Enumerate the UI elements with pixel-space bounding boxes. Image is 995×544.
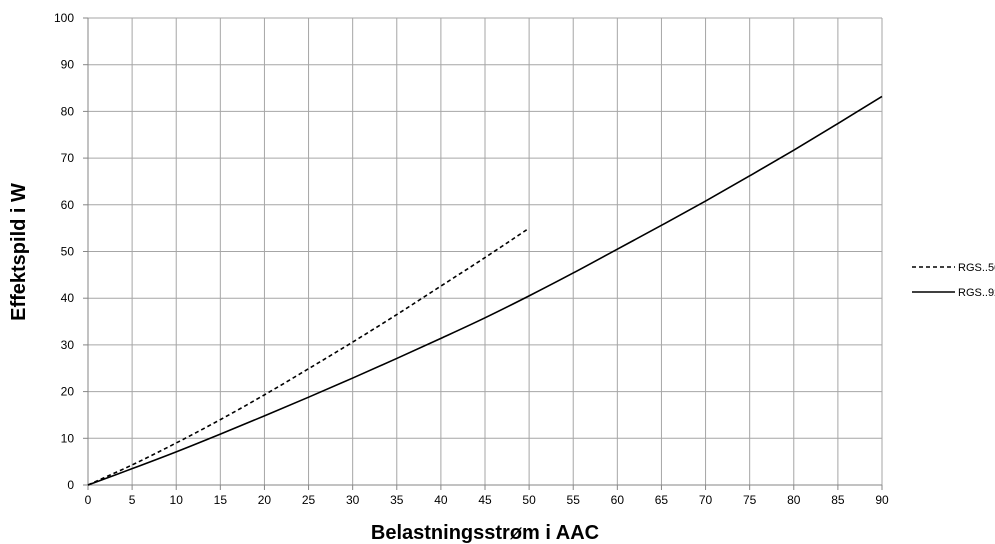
y-tick-label: 70 bbox=[61, 151, 75, 165]
x-tick-label: 5 bbox=[129, 493, 136, 507]
x-tick-label: 50 bbox=[522, 493, 536, 507]
legend-label: RGS..92 bbox=[958, 287, 995, 299]
x-tick-label: 0 bbox=[85, 493, 92, 507]
x-tick-label: 85 bbox=[831, 493, 845, 507]
x-tick-label: 30 bbox=[346, 493, 360, 507]
y-tick-label: 90 bbox=[61, 58, 75, 72]
y-axis: 0 10 20 30 40 50 60 70 80 90 100 bbox=[54, 11, 89, 492]
legend-label: RGS..50 bbox=[958, 262, 995, 274]
x-tick-label: 20 bbox=[258, 493, 272, 507]
x-tick-label: 35 bbox=[390, 493, 404, 507]
y-tick-label: 20 bbox=[61, 385, 75, 399]
x-tick-label: 40 bbox=[434, 493, 448, 507]
y-tick-label: 60 bbox=[61, 198, 75, 212]
legend: RGS..50 RGS..92 bbox=[912, 262, 995, 299]
x-tick-label: 60 bbox=[611, 493, 625, 507]
y-tick-label: 0 bbox=[67, 478, 74, 492]
x-tick-label: 10 bbox=[170, 493, 184, 507]
series-line-rgs-50 bbox=[87, 227, 530, 486]
series-line-rgs-92 bbox=[87, 95, 883, 486]
x-tick-label: 70 bbox=[699, 493, 713, 507]
y-tick-label: 10 bbox=[61, 431, 75, 445]
y-tick-label: 40 bbox=[61, 291, 75, 305]
grid bbox=[87, 17, 883, 486]
x-tick-label: 90 bbox=[875, 493, 889, 507]
y-tick-label: 50 bbox=[61, 245, 75, 259]
x-tick-label: 75 bbox=[743, 493, 757, 507]
x-tick-label: 15 bbox=[214, 493, 228, 507]
x-axis-title: Belastningsstrøm i AAC bbox=[371, 522, 599, 544]
x-axis: 0 5 10 15 20 25 30 35 40 45 50 55 60 65 70 75 80 85 90 bbox=[85, 484, 889, 507]
x-tick-label: 55 bbox=[567, 493, 581, 507]
x-tick-label: 65 bbox=[655, 493, 669, 507]
y-tick-label: 80 bbox=[61, 104, 75, 118]
series-lines bbox=[87, 95, 883, 486]
y-tick-label: 100 bbox=[54, 11, 74, 25]
x-tick-label: 45 bbox=[478, 493, 492, 507]
y-tick-label: 30 bbox=[61, 338, 75, 352]
x-tick-label: 80 bbox=[787, 493, 801, 507]
y-axis-title: Effektspild i W bbox=[8, 183, 30, 321]
x-tick-label: 25 bbox=[302, 493, 316, 507]
